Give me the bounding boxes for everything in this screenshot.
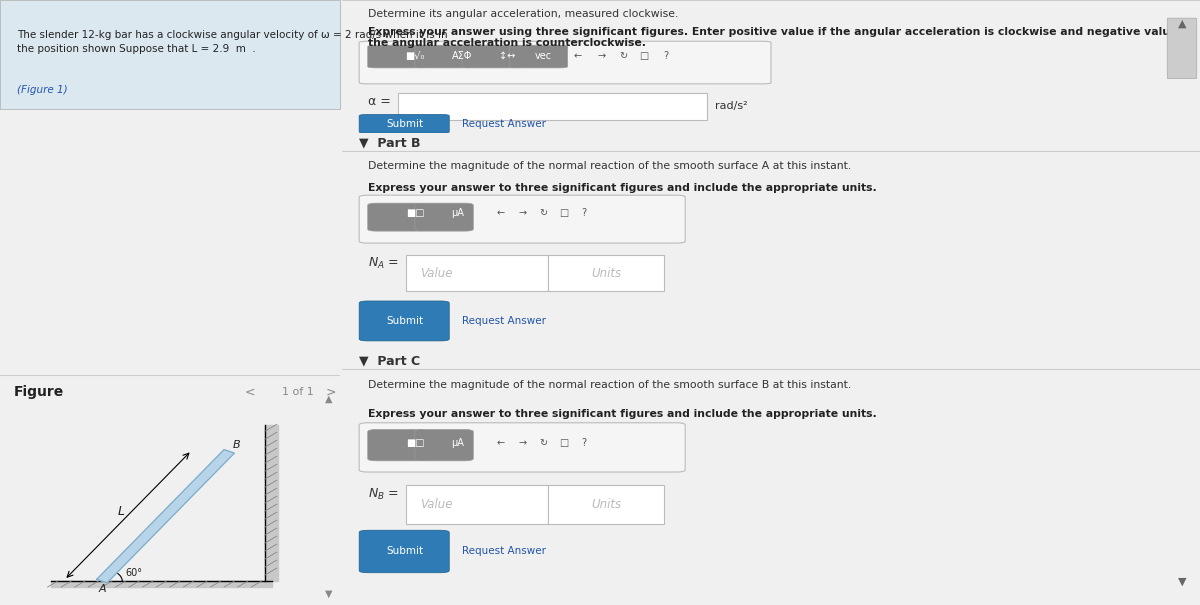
Text: ?: ? [664, 51, 668, 61]
Text: ■□: ■□ [406, 208, 424, 218]
Text: (Figure 1): (Figure 1) [17, 85, 67, 95]
Text: ▲: ▲ [1177, 18, 1187, 28]
FancyBboxPatch shape [407, 485, 548, 523]
Text: ■□: ■□ [406, 438, 424, 448]
Text: Units: Units [592, 267, 622, 280]
FancyBboxPatch shape [359, 530, 449, 573]
Text: ↻: ↻ [619, 51, 628, 61]
Text: ↻: ↻ [540, 438, 547, 448]
Text: B: B [233, 440, 240, 450]
Text: □: □ [559, 208, 568, 218]
Text: Units: Units [592, 498, 622, 511]
Text: ▲: ▲ [325, 394, 332, 404]
FancyBboxPatch shape [548, 255, 664, 291]
Text: ▼  Part B: ▼ Part B [359, 136, 421, 149]
Text: >: > [326, 385, 336, 398]
Text: $N_B$ =: $N_B$ = [367, 487, 398, 502]
Text: ↻: ↻ [540, 208, 547, 218]
Text: Express your answer to three significant figures and include the appropriate uni: Express your answer to three significant… [367, 410, 876, 419]
Text: 1 of 1: 1 of 1 [282, 387, 313, 397]
FancyBboxPatch shape [359, 423, 685, 472]
FancyBboxPatch shape [367, 430, 426, 461]
Text: μA: μA [451, 438, 464, 448]
Text: Determine its angular acceleration, measured clockwise.: Determine its angular acceleration, meas… [367, 9, 678, 19]
Text: ?: ? [581, 208, 587, 218]
FancyBboxPatch shape [359, 41, 772, 84]
Text: rad/s²: rad/s² [715, 102, 748, 111]
Text: A: A [98, 584, 106, 594]
FancyBboxPatch shape [415, 430, 473, 461]
FancyBboxPatch shape [359, 301, 449, 341]
Text: α =: α = [367, 94, 391, 108]
Text: Express your answer using three significant figures. Enter positive value if the: Express your answer using three signific… [367, 27, 1189, 48]
Text: ▼  Part C: ▼ Part C [359, 354, 420, 367]
Text: μA: μA [451, 208, 464, 218]
Text: Submit: Submit [386, 316, 424, 326]
Text: Request Answer: Request Answer [462, 546, 546, 557]
Text: →: → [518, 438, 527, 448]
Text: Submit: Submit [386, 119, 424, 129]
Text: ■√₀: ■√₀ [406, 51, 425, 61]
Polygon shape [97, 450, 234, 583]
FancyBboxPatch shape [548, 485, 664, 523]
FancyBboxPatch shape [415, 203, 473, 231]
Text: Value: Value [420, 267, 452, 280]
Text: Determine the magnitude of the normal reaction of the smooth surface A at this i: Determine the magnitude of the normal re… [367, 162, 851, 171]
Text: Determine the magnitude of the normal reaction of the smooth surface B at this i: Determine the magnitude of the normal re… [367, 381, 851, 390]
Text: Request Answer: Request Answer [462, 119, 546, 129]
Text: ↕↔: ↕↔ [499, 51, 516, 61]
FancyBboxPatch shape [509, 45, 568, 68]
Text: ▼: ▼ [1177, 577, 1187, 587]
Text: Value: Value [420, 498, 452, 511]
FancyBboxPatch shape [359, 195, 685, 243]
FancyBboxPatch shape [397, 93, 707, 120]
Text: ←: ← [497, 438, 505, 448]
Text: →: → [598, 51, 605, 61]
Text: $N_A$ =: $N_A$ = [367, 255, 398, 270]
FancyBboxPatch shape [462, 45, 521, 68]
FancyBboxPatch shape [359, 114, 449, 133]
Text: Request Answer: Request Answer [462, 316, 546, 326]
Text: The slender 12-kg bar has a clockwise angular velocity of ω = 2 rad/s when it is: The slender 12-kg bar has a clockwise an… [17, 30, 448, 54]
Text: L: L [118, 505, 125, 518]
Text: ←: ← [574, 51, 582, 61]
Text: →: → [518, 208, 527, 218]
Text: 60°: 60° [126, 568, 143, 578]
Text: □: □ [559, 438, 568, 448]
FancyBboxPatch shape [367, 45, 426, 68]
Text: AΣΦ: AΣΦ [452, 51, 473, 61]
Text: <: < [245, 385, 256, 398]
Text: vec: vec [535, 51, 552, 61]
Text: Express your answer to three significant figures and include the appropriate uni: Express your answer to three significant… [367, 183, 876, 193]
Text: ▼: ▼ [325, 589, 332, 598]
Text: ←: ← [497, 208, 505, 218]
FancyBboxPatch shape [367, 203, 426, 231]
FancyBboxPatch shape [407, 255, 548, 291]
FancyBboxPatch shape [1168, 18, 1196, 79]
FancyBboxPatch shape [415, 45, 473, 68]
Text: Figure: Figure [13, 385, 64, 399]
Text: Submit: Submit [386, 546, 424, 557]
Text: □: □ [640, 51, 649, 61]
Text: ?: ? [581, 438, 587, 448]
